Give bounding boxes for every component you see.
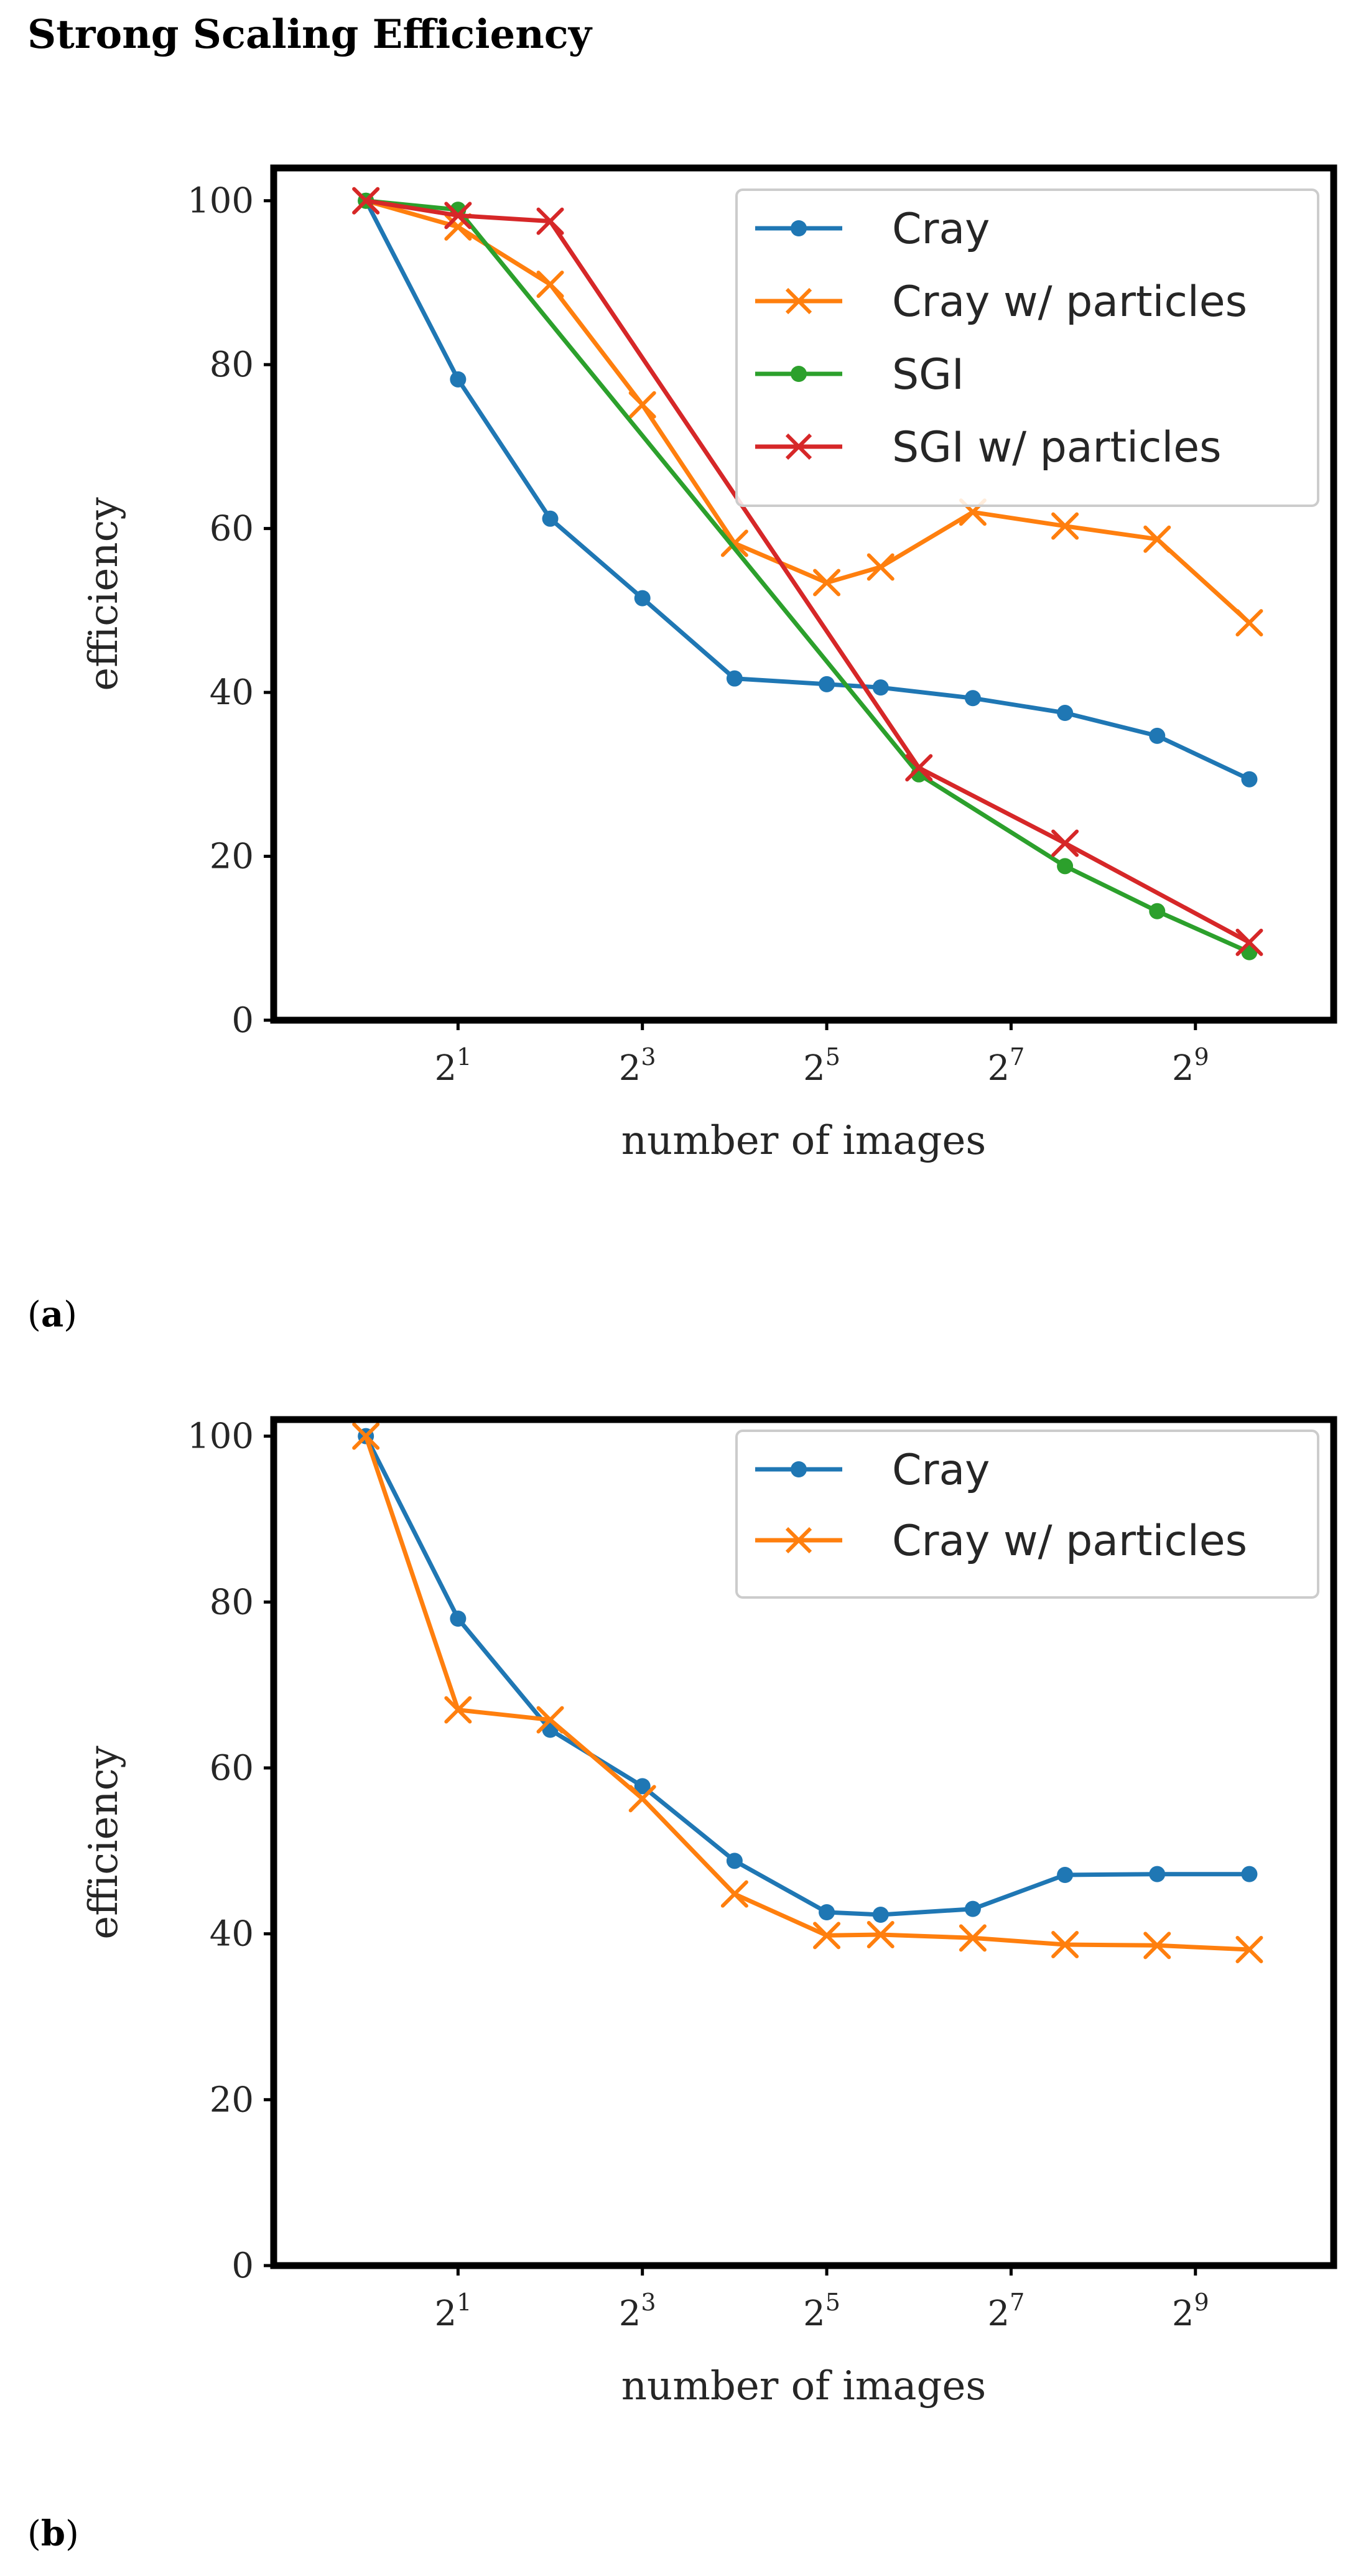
- panel-label-a: (a): [27, 1294, 78, 1335]
- x-tick-label: 27: [987, 2289, 1025, 2334]
- data-point-sgi-w-particles: [536, 207, 564, 235]
- data-point-cray-w-particles: [352, 1422, 380, 1450]
- legend-label-cray: Cray: [892, 205, 990, 254]
- data-point-cray-w-particles: [959, 1924, 987, 1952]
- data-point-cray: [1149, 1866, 1166, 1882]
- data-point-cray: [872, 1907, 889, 1923]
- data-point-cray: [819, 676, 835, 692]
- data-point-cray: [872, 679, 889, 696]
- legend-marker-sgi-w-particles: [785, 433, 812, 460]
- x-tick-label: 29: [1172, 2289, 1209, 2334]
- data-point-sgi-w-particles: [444, 202, 472, 230]
- data-point-cray-w-particles: [813, 1922, 841, 1950]
- data-point-cray-w-particles: [867, 1921, 895, 1948]
- data-point-cray: [634, 1778, 651, 1795]
- legend-label-cray: Cray: [892, 1446, 990, 1495]
- y-tick-label: 20: [210, 2080, 254, 2120]
- x-tick-label: 23: [619, 2289, 656, 2334]
- x-tick-label: 21: [434, 1043, 472, 1089]
- data-point-cray-w-particles: [536, 1706, 564, 1734]
- legend-box: [735, 188, 1319, 507]
- y-tick-label: 40: [210, 1914, 254, 1955]
- y-tick-label: 60: [210, 509, 254, 549]
- legend-label-cray-w-particles: Cray w/ particles: [892, 277, 1247, 327]
- data-point-cray-w-particles: [1051, 1931, 1079, 1958]
- y-tick-label: 60: [210, 1748, 254, 1788]
- data-point-cray-w-particles: [628, 391, 656, 419]
- panel-label-b: (b): [27, 2513, 79, 2554]
- x-tick-label: 25: [803, 2289, 840, 2334]
- data-point-cray-w-particles: [720, 1880, 748, 1908]
- legend-marker-cray: [791, 1461, 807, 1477]
- y-tick-label: 20: [210, 837, 254, 877]
- data-point-cray-w-particles: [1235, 609, 1263, 637]
- legend-marker-cray-w-particles: [785, 1527, 812, 1554]
- data-point-cray-w-particles: [1235, 1936, 1263, 1963]
- y-tick-label: 80: [210, 1582, 254, 1622]
- data-point-cray-w-particles: [1051, 512, 1079, 540]
- data-point-sgi-w-particles: [1235, 928, 1263, 956]
- y-tick-label: 0: [231, 2246, 254, 2286]
- data-point-sgi: [1057, 858, 1074, 875]
- data-point-cray: [450, 1611, 467, 1627]
- legend-marker-sgi: [791, 366, 807, 382]
- legend-box: [735, 1430, 1319, 1599]
- data-point-cray: [450, 371, 467, 388]
- page-title: Strong Scaling Efficiency: [27, 11, 592, 58]
- data-point-cray: [634, 590, 651, 607]
- series-line-sgi: [363, 198, 1252, 955]
- x-tick-label: 29: [1172, 1043, 1209, 1089]
- y-tick-label: 100: [187, 181, 254, 221]
- data-point-cray: [542, 510, 559, 527]
- x-tick-label: 23: [619, 1043, 656, 1089]
- legend-label-sgi: SGI: [892, 350, 964, 399]
- y-axis-label: efficiency: [81, 1746, 127, 1939]
- legend-label-cray-w-particles: Cray w/ particles: [892, 1517, 1247, 1566]
- x-axis-label: number of images: [621, 1118, 986, 1164]
- series-line-sgi-w-particles: [363, 198, 1252, 945]
- data-point-cray: [964, 1900, 981, 1917]
- data-point-cray-w-particles: [1143, 525, 1171, 553]
- x-axis-label: number of images: [621, 2363, 986, 2409]
- data-point-sgi-w-particles: [905, 754, 933, 782]
- y-tick-label: 80: [210, 345, 254, 385]
- data-point-cray: [1149, 727, 1166, 744]
- chart-b: 0 20 40 60 80 100 21 23 25 27 29 number of images ef…: [81, 1416, 1337, 2409]
- data-point-sgi-w-particles: [1051, 829, 1079, 857]
- data-point-cray: [819, 1904, 835, 1920]
- plot-frame: [270, 1416, 1337, 2269]
- y-tick-label: 40: [210, 672, 254, 713]
- x-tick-label: 27: [987, 1043, 1025, 1089]
- x-tick-label: 21: [434, 2289, 472, 2334]
- data-point-cray-w-particles: [628, 1785, 656, 1813]
- data-point-cray-w-particles: [1143, 1932, 1171, 1960]
- legend-label-sgi-w-particles: SGI w/ particles: [892, 423, 1222, 472]
- data-point-cray-w-particles: [867, 553, 895, 581]
- x-tick-label: 25: [803, 1043, 840, 1089]
- y-axis-label: efficiency: [81, 497, 127, 690]
- data-point-cray-w-particles: [444, 1696, 472, 1724]
- data-point-cray-w-particles: [813, 569, 841, 597]
- data-point-sgi: [1149, 903, 1166, 919]
- data-point-cray: [726, 670, 743, 687]
- y-tick-label: 100: [187, 1416, 254, 1457]
- legend-marker-cray-w-particles: [785, 287, 812, 315]
- data-point-cray: [1057, 1867, 1074, 1883]
- data-point-cray: [726, 1853, 743, 1869]
- legend-marker-cray: [791, 220, 807, 236]
- plot-frame: [270, 164, 1337, 1024]
- y-tick-label: 0: [231, 1000, 254, 1041]
- data-point-cray-w-particles: [720, 529, 748, 557]
- data-point-cray: [1057, 705, 1074, 722]
- data-point-cray: [1241, 1866, 1258, 1882]
- chart-a: 0 20 40 60 80 100 21 23 25 27 29 number of images ef…: [81, 164, 1337, 1164]
- data-point-cray: [1241, 771, 1258, 788]
- data-point-cray: [964, 690, 981, 707]
- data-point-sgi-w-particles: [352, 187, 380, 215]
- data-point-cray-w-particles: [536, 271, 564, 299]
